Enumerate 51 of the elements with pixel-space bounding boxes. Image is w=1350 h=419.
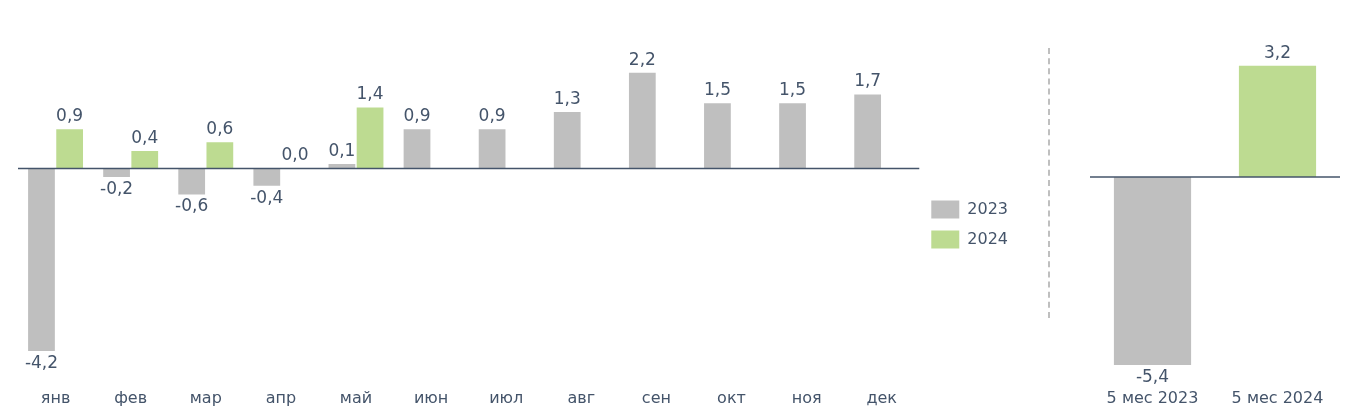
bar: [779, 103, 806, 169]
data-label: 0,9: [56, 105, 84, 126]
x-tick-label: авг: [567, 387, 596, 407]
data-label: -0,4: [250, 186, 284, 207]
x-tick-label: ноя: [791, 387, 822, 407]
data-label: 0,9: [403, 105, 431, 126]
legend-label: 2023: [967, 198, 1008, 218]
data-label: 1,5: [703, 79, 731, 100]
data-label: -0,2: [99, 178, 134, 199]
x-tick-label: фев: [114, 387, 148, 407]
bar: [478, 129, 506, 169]
bar: [131, 151, 159, 169]
bar: [328, 164, 356, 169]
data-label: 0,9: [478, 105, 506, 126]
data-label: 0,4: [131, 126, 159, 147]
bar: [56, 129, 84, 169]
data-label: 0,6: [206, 118, 234, 139]
x-tick-label: июл: [489, 387, 524, 407]
bar: [704, 103, 731, 169]
legend-label: 2024: [967, 228, 1008, 248]
data-label: 2,2: [628, 48, 656, 69]
bar: [356, 107, 384, 169]
data-label: 1,3: [553, 87, 581, 108]
bar: [253, 168, 281, 186]
bar: [403, 129, 431, 169]
data-label: 0,1: [328, 140, 356, 160]
data-label: 1,5: [779, 79, 807, 100]
x-tick-label: июн: [413, 387, 449, 407]
data-label: 0,0: [281, 144, 309, 165]
x-tick-label: 5 мес 2024: [1231, 387, 1324, 407]
bar: [28, 168, 55, 352]
bar: [854, 94, 882, 169]
data-label: 1,4: [356, 83, 384, 104]
bar: [628, 72, 656, 169]
bar: [553, 111, 581, 169]
data-label: 3,2: [1263, 41, 1292, 62]
x-tick-label: 5 мес 2023: [1106, 387, 1199, 407]
data-label: -0,6: [175, 195, 209, 216]
x-tick-label: май: [339, 387, 373, 407]
x-tick-label: янв: [40, 387, 71, 407]
data-label: -5,4: [1135, 365, 1170, 386]
x-tick-label: сен: [641, 387, 671, 407]
bar: [103, 168, 130, 178]
x-tick-label: апр: [265, 387, 297, 407]
bar: [206, 142, 234, 169]
data-label: 1,7: [854, 70, 882, 91]
x-tick-label: окт: [717, 387, 746, 407]
x-tick-label: мар: [189, 387, 222, 407]
data-label: -4,2: [24, 351, 59, 372]
bar: [178, 168, 206, 195]
x-tick-label: дек: [866, 387, 898, 407]
